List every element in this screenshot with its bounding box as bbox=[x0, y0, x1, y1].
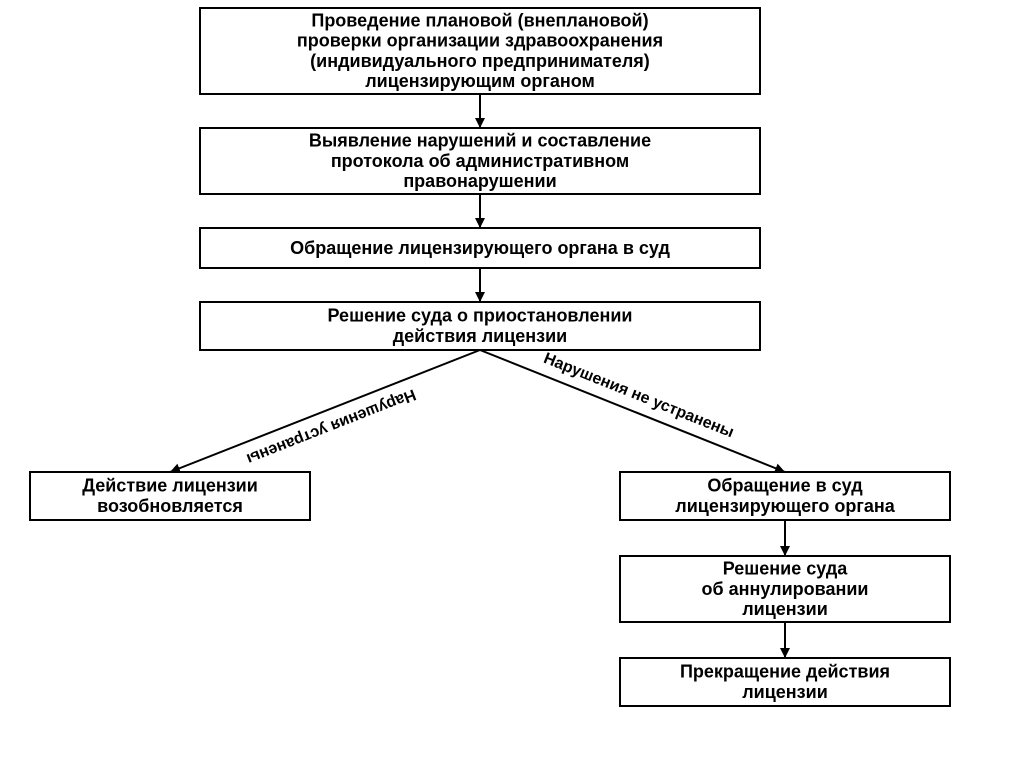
flow-node-n3: Обращение лицензирующего органа в суд bbox=[200, 228, 760, 268]
node-label: (индивидуального предпринимателя) bbox=[310, 51, 650, 71]
node-label: лицензирующего органа bbox=[675, 496, 895, 516]
node-label: Действие лицензии bbox=[82, 476, 258, 496]
node-label: Решение суда о приостановлении bbox=[328, 306, 633, 326]
node-label: протокола об административном bbox=[331, 151, 629, 171]
flow-node-n4: Решение суда о приостановлениидействия л… bbox=[200, 302, 760, 350]
edge-label: Нарушения устранены bbox=[244, 385, 418, 467]
node-label: об аннулировании bbox=[702, 579, 869, 599]
node-label: лицензирующим органом bbox=[365, 71, 595, 91]
node-label: проверки организации здравоохранения bbox=[297, 31, 663, 51]
node-label: лицензии bbox=[742, 599, 828, 619]
flow-node-n7: Решение судаоб аннулированиилицензии bbox=[620, 556, 950, 622]
flow-node-n5: Действие лицензиивозобновляется bbox=[30, 472, 310, 520]
node-label: Решение суда bbox=[723, 559, 849, 579]
node-label: Прекращение действия bbox=[680, 662, 890, 682]
flow-edge bbox=[480, 350, 785, 472]
node-label: Проведение плановой (внеплановой) bbox=[311, 11, 648, 31]
node-label: Обращение в суд bbox=[707, 476, 863, 496]
node-label: возобновляется bbox=[97, 496, 243, 516]
node-label: Обращение лицензирующего органа в суд bbox=[290, 238, 670, 258]
flow-node-n1: Проведение плановой (внеплановой)проверк… bbox=[200, 8, 760, 94]
flow-node-n6: Обращение в судлицензирующего органа bbox=[620, 472, 950, 520]
edge-label: Нарушения не устранены bbox=[541, 350, 736, 441]
flow-node-n8: Прекращение действиялицензии bbox=[620, 658, 950, 706]
flow-edge bbox=[170, 350, 480, 472]
node-label: действия лицензии bbox=[393, 326, 568, 346]
flow-node-n2: Выявление нарушений и составлениепротоко… bbox=[200, 128, 760, 194]
node-label: Выявление нарушений и составление bbox=[309, 131, 651, 151]
node-label: лицензии bbox=[742, 682, 828, 702]
node-label: правонарушении bbox=[403, 171, 556, 191]
